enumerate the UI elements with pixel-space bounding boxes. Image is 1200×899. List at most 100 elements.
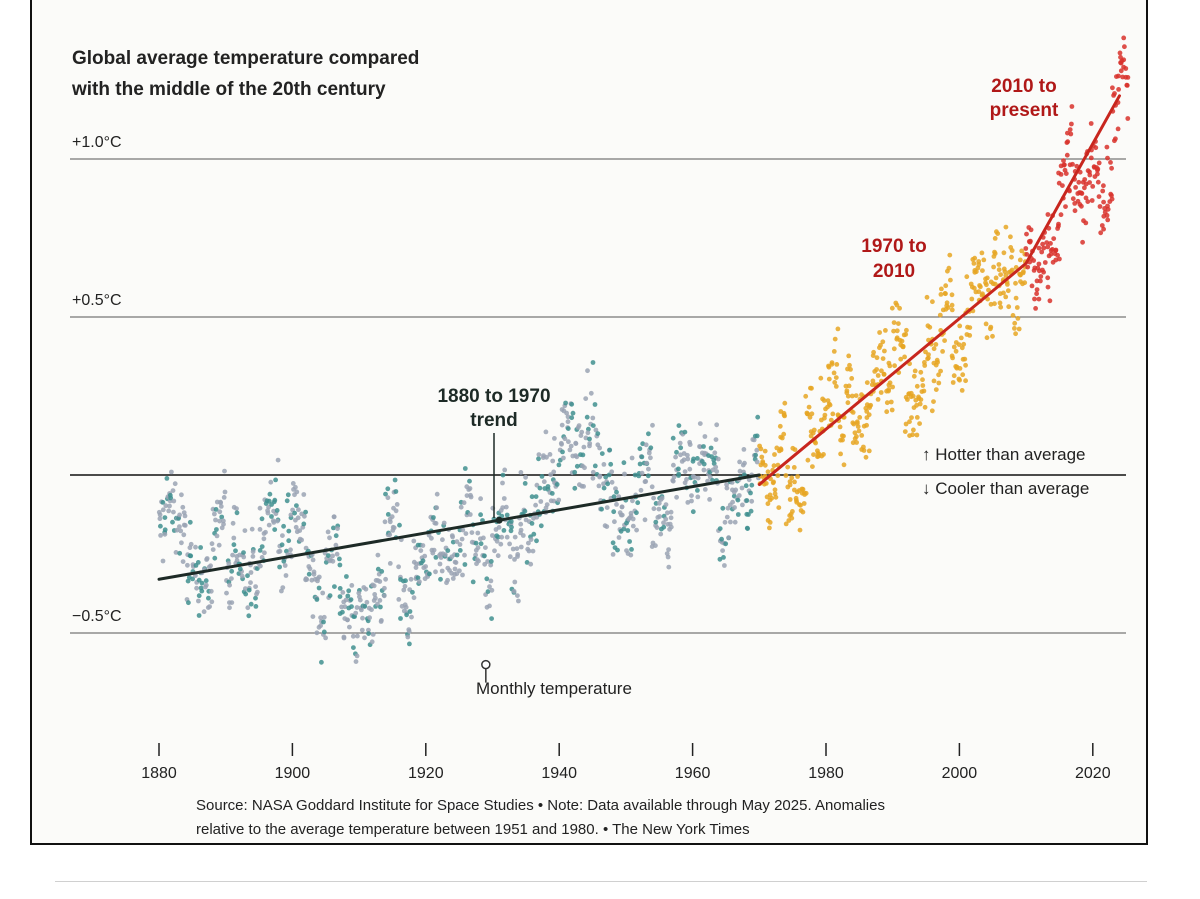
monthly-point — [528, 537, 534, 542]
monthly-point — [245, 605, 251, 611]
monthly-point — [833, 375, 839, 380]
monthly-point — [835, 326, 841, 332]
monthly-point — [255, 589, 260, 595]
monthly-point — [1015, 316, 1021, 321]
monthly-point — [572, 485, 578, 491]
monthly-point — [321, 629, 327, 635]
monthly-point — [917, 421, 922, 426]
monthly-point — [356, 590, 362, 596]
monthly-point — [630, 523, 636, 529]
monthly-point — [634, 527, 639, 533]
monthly-point — [1003, 294, 1009, 300]
monthly-point — [565, 414, 571, 420]
monthly-point — [538, 499, 544, 504]
monthly-point — [304, 577, 310, 582]
monthly-point — [826, 364, 832, 370]
monthly-point — [406, 627, 412, 632]
monthly-point — [871, 349, 876, 355]
monthly-point — [199, 588, 205, 594]
monthly-point — [248, 601, 254, 607]
monthly-point — [362, 603, 368, 609]
monthly-point — [433, 569, 438, 575]
monthly-point — [253, 604, 259, 609]
monthly-point — [903, 421, 909, 427]
monthly-point — [473, 540, 479, 546]
monthly-point — [273, 477, 278, 483]
monthly-point — [295, 515, 301, 521]
monthly-point — [943, 291, 948, 297]
monthly-point — [1045, 275, 1051, 281]
monthly-point — [1061, 162, 1067, 168]
monthly-point — [851, 421, 857, 427]
monthly-point — [385, 486, 391, 492]
monthly-point — [1118, 68, 1124, 74]
monthly-point — [219, 514, 225, 520]
monthly-point — [850, 440, 856, 446]
monthly-point — [1012, 320, 1018, 326]
monthly-point — [452, 566, 458, 572]
monthly-point — [266, 522, 272, 528]
monthly-point — [239, 573, 245, 579]
monthly-point — [379, 569, 385, 574]
monthly-point — [912, 368, 918, 374]
monthly-point — [1096, 194, 1102, 200]
monthly-point — [246, 587, 252, 593]
monthly-point — [1038, 274, 1044, 279]
monthly-point — [646, 431, 651, 437]
monthly-point — [277, 548, 283, 554]
monthly-point — [813, 440, 818, 446]
monthly-point — [1024, 252, 1030, 257]
monthly-point — [288, 547, 293, 553]
monthly-point — [1067, 127, 1073, 132]
monthly-point — [367, 615, 372, 621]
monthly-point — [648, 455, 653, 461]
monthly-point — [608, 461, 614, 467]
monthly-point — [981, 257, 987, 263]
monthly-point — [229, 600, 235, 605]
monthly-point — [462, 466, 468, 471]
monthly-point — [551, 469, 557, 475]
monthly-point — [996, 262, 1002, 267]
monthly-point — [614, 489, 619, 495]
monthly-point — [1109, 193, 1114, 198]
monthly-point — [1058, 172, 1064, 177]
monthly-point — [580, 452, 586, 458]
monthly-point — [737, 459, 742, 465]
monthly-point — [610, 540, 616, 546]
monthly-point — [950, 380, 956, 385]
monthly-point — [1020, 270, 1026, 276]
monthly-point — [196, 613, 202, 618]
monthly-point — [522, 508, 528, 514]
monthly-point — [488, 559, 494, 564]
monthly-point — [1083, 220, 1089, 226]
monthly-point — [314, 630, 320, 636]
monthly-point — [1109, 196, 1115, 202]
monthly-point — [841, 462, 847, 468]
monthly-point — [848, 367, 853, 372]
monthly-point — [595, 431, 601, 436]
monthly-point — [1121, 35, 1127, 41]
monthly-point — [850, 410, 856, 415]
monthly-point — [585, 368, 590, 374]
monthly-point — [1095, 171, 1100, 177]
monthly-point — [622, 471, 627, 477]
monthly-point — [229, 576, 234, 581]
monthly-point — [988, 324, 994, 330]
monthly-point — [803, 393, 809, 399]
monthly-point — [1083, 195, 1089, 201]
monthly-point — [241, 550, 246, 555]
monthly-point — [1113, 136, 1118, 142]
monthly-point — [193, 544, 198, 550]
monthly-point — [323, 635, 328, 641]
monthly-point — [613, 486, 618, 491]
monthly-point — [715, 456, 721, 462]
monthly-point — [171, 509, 176, 515]
monthly-point — [383, 576, 388, 582]
monthly-point — [310, 557, 316, 563]
monthly-point — [894, 302, 900, 308]
monthly-point — [588, 390, 594, 396]
monthly-point — [714, 422, 720, 428]
trend-line — [1024, 94, 1121, 265]
monthly-point — [541, 479, 547, 485]
monthly-point — [372, 592, 378, 597]
